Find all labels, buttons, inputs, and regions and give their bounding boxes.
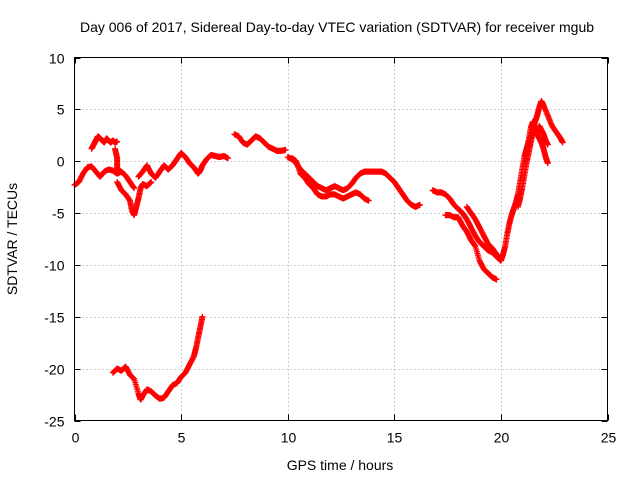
y-axis-ticks: -25 -20 -15 -10 -5 0 5 10 xyxy=(44,51,608,430)
plot-frame xyxy=(74,57,608,421)
y-tick-label: -25 xyxy=(44,414,64,430)
series-seg1b xyxy=(114,178,155,219)
data-point xyxy=(116,168,123,175)
series-seg1 xyxy=(71,163,138,192)
y-tick-label: -15 xyxy=(44,310,64,326)
y-tick-label: 10 xyxy=(49,51,65,67)
series-seg4 xyxy=(109,313,206,403)
y-tick-label: 5 xyxy=(57,102,65,118)
data-point xyxy=(559,139,566,146)
x-axis-ticks: 0 5 10 15 20 25 xyxy=(72,57,617,446)
data-points xyxy=(71,98,566,403)
series-seg7c xyxy=(463,203,504,262)
data-point xyxy=(416,201,423,208)
data-point xyxy=(544,141,551,148)
series-seg5 xyxy=(231,131,289,154)
data-point xyxy=(497,255,504,262)
data-point xyxy=(544,160,551,167)
y-axis-label: SDTVAR / TECUs xyxy=(4,183,20,295)
data-point xyxy=(225,155,232,162)
x-tick-label: 5 xyxy=(178,430,186,446)
series-seg2 xyxy=(88,133,121,152)
data-point xyxy=(148,178,155,185)
x-tick-label: 0 xyxy=(72,430,80,446)
data-point xyxy=(493,276,500,283)
x-tick-label: 25 xyxy=(601,430,617,446)
series-seg2b xyxy=(112,145,123,175)
data-point xyxy=(365,197,372,204)
y-tick-label: -10 xyxy=(44,258,64,274)
x-axis-label: GPS time / hours xyxy=(287,457,394,473)
series-seg7 xyxy=(429,98,566,264)
y-tick-label: -20 xyxy=(44,362,64,378)
series-seg6b xyxy=(288,155,372,204)
series-seg3 xyxy=(135,149,232,181)
x-tick-label: 20 xyxy=(494,430,510,446)
grid xyxy=(74,57,608,421)
data-point xyxy=(199,313,206,320)
y-tick-label: 0 xyxy=(57,154,65,170)
x-tick-label: 10 xyxy=(281,430,297,446)
data-point xyxy=(131,185,138,192)
series-seg7e xyxy=(523,118,551,154)
data-point xyxy=(114,138,121,145)
chart-title: Day 006 of 2017, Sidereal Day-to-day VTE… xyxy=(80,19,594,35)
x-tick-label: 15 xyxy=(387,430,403,446)
series-seg7b xyxy=(442,212,500,283)
data-point xyxy=(282,146,289,153)
y-tick-label: -5 xyxy=(52,206,65,222)
